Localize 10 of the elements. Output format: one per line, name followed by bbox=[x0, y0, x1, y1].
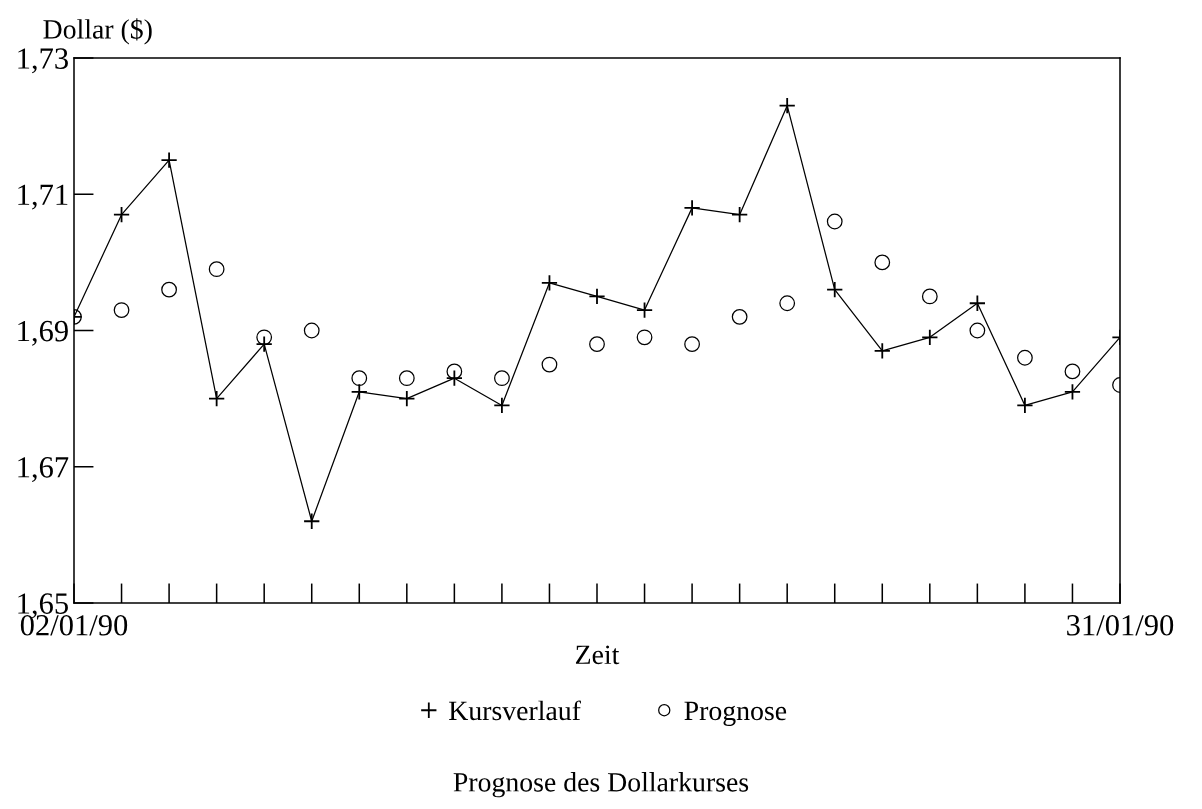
y-tick-label: 1,71 bbox=[18, 184, 68, 210]
y-axis-title: Dollar ($) bbox=[43, 18, 152, 45]
y-tick-label: 1,69 bbox=[18, 320, 68, 346]
text: Prognose des Dollarkurses bbox=[453, 772, 749, 798]
x-tick-label: 31/01/90 bbox=[1067, 614, 1174, 636]
y-tick-label: 1,73 bbox=[18, 48, 68, 74]
x-axis-title: Zeit bbox=[575, 645, 620, 665]
legend-label: Kursverlauf bbox=[449, 700, 581, 721]
y-tick-label: 1,67 bbox=[18, 457, 69, 483]
legend-label: Prognose bbox=[684, 701, 787, 726]
